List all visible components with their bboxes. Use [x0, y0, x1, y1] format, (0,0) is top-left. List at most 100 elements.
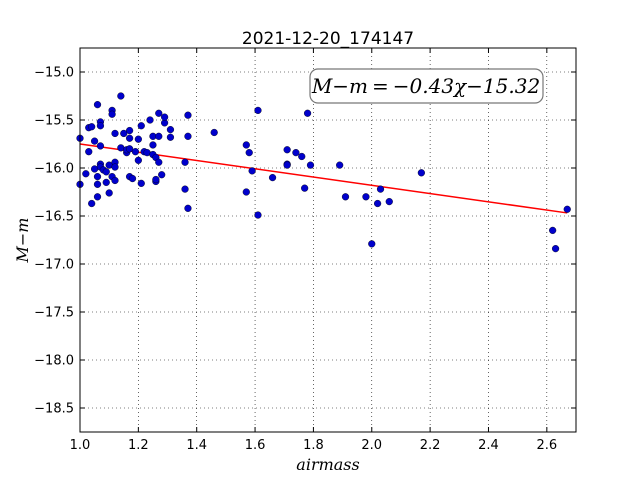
data-point-86	[368, 240, 376, 248]
data-point-65	[184, 111, 192, 119]
data-point-26	[111, 129, 119, 138]
x-tick-label-4: 1.8	[303, 438, 324, 453]
plot-background	[80, 48, 576, 432]
data-point-12	[93, 180, 102, 188]
data-point-57	[158, 171, 166, 179]
x-tick-label-7: 2.4	[478, 438, 499, 453]
data-point-35	[126, 126, 134, 135]
data-point-10	[93, 173, 102, 181]
data-point-89	[385, 198, 393, 206]
data-point-53	[152, 175, 160, 184]
y-tick-label-4: −17.0	[34, 258, 74, 273]
data-point-81	[303, 109, 312, 117]
data-point-43	[137, 179, 145, 187]
data-point-32	[120, 129, 128, 138]
data-point-54	[155, 109, 163, 117]
data-point-19	[102, 178, 110, 187]
points-layer	[76, 92, 571, 253]
data-point-87	[374, 199, 382, 208]
annotation-box: M−m = −0.43χ−15.32	[309, 68, 544, 104]
data-point-82	[306, 161, 315, 169]
data-point-74	[268, 174, 277, 182]
data-point-91	[549, 226, 557, 235]
data-point-44	[137, 122, 145, 130]
data-point-63	[181, 158, 189, 166]
x-tick-label-5: 2.0	[361, 438, 382, 453]
data-point-59	[161, 113, 169, 121]
data-point-77	[283, 161, 291, 169]
data-point-7	[90, 137, 99, 145]
data-point-39	[128, 174, 137, 183]
data-point-47	[146, 116, 154, 124]
data-point-84	[341, 193, 350, 201]
data-point-71	[248, 167, 256, 175]
x-tick-label-3: 1.6	[245, 438, 266, 453]
data-point-67	[210, 128, 218, 137]
y-tick-label-1: −15.5	[34, 114, 74, 129]
data-point-30	[117, 92, 125, 100]
y-tick-label-3: −16.5	[34, 210, 74, 225]
data-point-55	[155, 158, 163, 166]
data-point-60	[166, 126, 175, 134]
data-point-78	[292, 149, 300, 157]
data-point-75	[283, 146, 291, 154]
data-point-5	[88, 123, 96, 131]
x-tick-label-6: 2.2	[420, 438, 441, 453]
data-point-29	[111, 176, 119, 185]
x-tick-label-2: 1.4	[186, 438, 207, 453]
data-point-70	[245, 149, 253, 157]
y-axis-label: M−m	[13, 218, 32, 264]
y-tick-label-5: −17.5	[34, 306, 74, 321]
data-point-36	[126, 134, 134, 142]
data-point-40	[131, 148, 140, 156]
y-tick-label-7: −18.5	[34, 402, 74, 417]
data-point-80	[301, 184, 309, 192]
data-point-66	[184, 132, 192, 140]
fit-layer	[79, 143, 568, 214]
x-tick-label-1: 1.2	[128, 438, 149, 453]
ticks: 1.0 1.2 1.4 1.6 1.8 2.0 2.2 2.4 2.6 −15.0 −15.5 −16…	[34, 48, 576, 453]
data-point-14	[96, 122, 105, 130]
annotation-frame	[309, 68, 544, 104]
data-point-49	[149, 141, 157, 149]
x-axis-label: airmass	[296, 455, 359, 474]
data-point-68	[242, 141, 250, 149]
data-point-72	[254, 106, 262, 115]
data-point-69	[242, 188, 250, 196]
data-point-4	[85, 148, 93, 156]
data-point-28	[111, 163, 119, 171]
fit-line	[79, 143, 568, 214]
data-point-11	[93, 193, 102, 201]
data-point-41	[134, 135, 142, 143]
data-point-64	[184, 204, 192, 212]
data-point-2	[82, 170, 90, 178]
data-point-37	[126, 145, 134, 153]
data-point-22	[105, 189, 113, 197]
annotation-text: M−m = −0.43χ−15.32	[311, 74, 540, 98]
data-point-83	[336, 161, 344, 169]
data-point-73	[254, 211, 262, 219]
plot-area: 1.0 1.2 1.4 1.6 1.8 2.0 2.2 2.4 2.6 −15.0 −15.5 −16…	[34, 47, 577, 453]
data-point-61	[166, 133, 175, 141]
data-point-90	[417, 169, 425, 177]
x-tick-label-8: 2.6	[536, 438, 557, 453]
data-point-24	[108, 110, 116, 118]
data-point-93	[563, 205, 571, 213]
data-point-6	[88, 199, 96, 208]
data-point-42	[134, 156, 142, 164]
x-tick-label-0: 1.0	[70, 438, 91, 453]
chart-title: 2021-12-20_174147	[242, 29, 414, 49]
y-tick-label-0: −15.0	[34, 66, 74, 81]
data-point-20	[102, 168, 110, 176]
data-point-62	[181, 185, 189, 193]
data-point-79	[298, 152, 306, 161]
y-tick-label-2: −16.0	[34, 162, 74, 177]
y-tick-label-6: −18.0	[34, 354, 74, 369]
data-point-88	[376, 185, 385, 193]
data-point-15	[96, 142, 105, 150]
data-point-92	[551, 245, 560, 253]
data-point-85	[362, 193, 370, 201]
plot-frame	[79, 47, 577, 433]
data-point-9	[93, 101, 102, 109]
